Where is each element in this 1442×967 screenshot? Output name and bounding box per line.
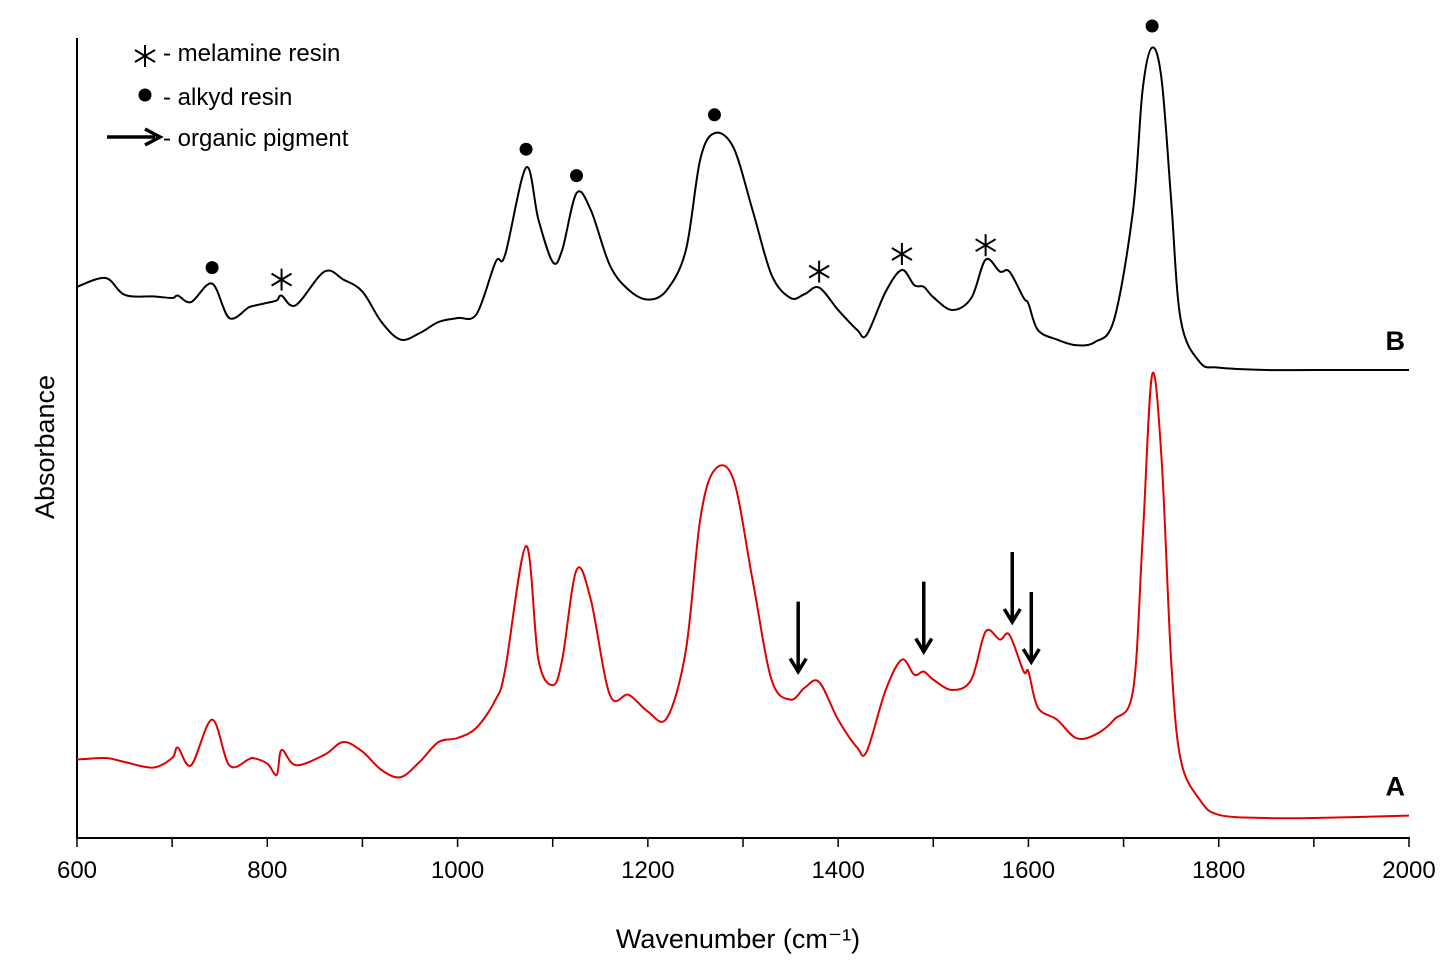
spectrum-line: [76, 46, 1409, 372]
asterisk-marker: [891, 243, 913, 265]
circle-marker: [1145, 19, 1159, 33]
legend-symbol-stroke: [134, 49, 156, 63]
asterisk-marker-stroke: [271, 272, 293, 287]
series-label: B: [1386, 326, 1406, 356]
legend-label: - melamine resin: [163, 40, 340, 67]
asterisk-marker-stroke: [808, 264, 830, 279]
pigment-arrow: [914, 581, 934, 655]
arrow-head: [914, 637, 934, 655]
x-tick-label: 1000: [431, 857, 484, 884]
spectrum-line: [76, 371, 1410, 820]
pigment-arrow: [1002, 552, 1022, 626]
legend-label: - organic pigment: [163, 125, 349, 152]
asterisk-marker-stroke: [891, 247, 913, 261]
asterisk-marker: [808, 260, 830, 283]
pigment-arrow: [1021, 592, 1041, 666]
x-axis-label: Wavenumber (cm⁻¹): [616, 924, 860, 954]
arrow-head: [1021, 648, 1041, 666]
x-tick-label: 2000: [1382, 857, 1435, 884]
arrow-head: [1002, 608, 1022, 626]
x-tick-label: 800: [247, 857, 287, 884]
asterisk-marker: [271, 268, 293, 291]
legend-symbol: [138, 88, 152, 102]
circle-marker: [707, 108, 721, 122]
asterisk-marker-stroke: [975, 238, 997, 253]
legend-symbol: [134, 45, 156, 67]
legend-label: - alkyd resin: [163, 84, 292, 111]
circle-marker: [519, 142, 533, 156]
x-tick-label: 1400: [811, 857, 864, 884]
circle-marker: [570, 169, 583, 183]
legend-arrow: [107, 127, 164, 147]
asterisk-marker: [975, 234, 997, 257]
series-label: A: [1386, 772, 1406, 802]
y-axis-label: Absorbance: [30, 375, 60, 519]
circle-marker: [205, 261, 219, 275]
x-tick-label: 1800: [1192, 857, 1245, 884]
x-tick-label: 1600: [1002, 857, 1055, 884]
x-tick-label: 1200: [621, 857, 674, 884]
x-tick-label: 600: [57, 857, 97, 884]
legend-arrow-head: [144, 127, 164, 147]
arrow-head: [788, 657, 808, 675]
pigment-arrow: [788, 601, 808, 675]
